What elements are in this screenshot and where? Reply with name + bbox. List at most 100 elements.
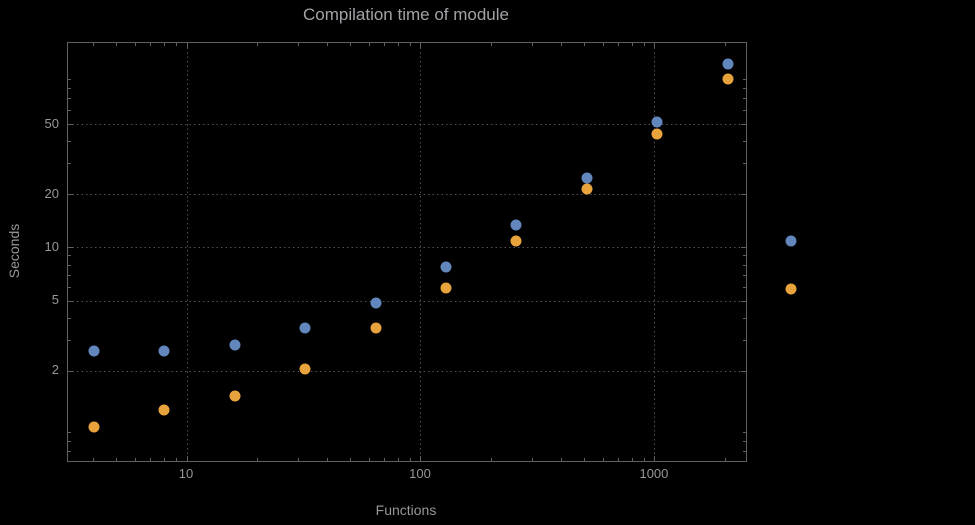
y-minor-tick [68, 88, 71, 90]
y-minor-tick [743, 79, 746, 81]
x-minor-tick [643, 458, 645, 461]
y-tick-mark [68, 370, 73, 372]
y-minor-tick [743, 451, 746, 453]
x-minor-tick [384, 458, 386, 461]
y-minor-tick [68, 286, 71, 288]
x-minor-tick [163, 43, 165, 46]
y-tick-mark [68, 247, 73, 249]
y-tick-mark [741, 194, 746, 196]
x-minor-tick [409, 43, 411, 46]
x-minor-tick [643, 43, 645, 46]
y-minor-tick [68, 339, 71, 341]
y-tick-mark [741, 247, 746, 249]
data-point-blue [581, 172, 593, 184]
x-minor-tick [618, 458, 620, 461]
x-minor-tick [490, 43, 492, 46]
x-minor-tick [561, 458, 563, 461]
y-minor-tick [743, 440, 746, 442]
x-minor-tick [150, 43, 152, 46]
x-minor-tick [134, 43, 136, 46]
y-tick-mark [68, 300, 73, 302]
x-minor-tick [631, 43, 633, 46]
y-tick-label: 5 [51, 292, 59, 308]
data-point-orange [299, 363, 311, 375]
x-minor-tick [256, 458, 258, 461]
data-point-blue [651, 116, 663, 128]
y-minor-tick [68, 163, 71, 165]
y-tick-label: 10 [44, 238, 59, 254]
x-minor-tick [397, 43, 399, 46]
x-minor-tick [134, 458, 136, 461]
x-minor-tick [561, 43, 563, 46]
y-minor-tick [68, 274, 71, 276]
y-minor-tick [743, 255, 746, 257]
x-minor-tick [327, 43, 329, 46]
x-minor-tick [602, 458, 604, 461]
data-point-orange [440, 282, 452, 294]
x-tick-label: 1000 [639, 466, 669, 481]
data-point-blue [158, 345, 170, 357]
y-minor-tick [68, 255, 71, 257]
data-point-orange [158, 404, 170, 416]
y-tick-mark [68, 124, 73, 126]
x-tick-label: 100 [409, 466, 431, 481]
y-minor-tick [743, 317, 746, 319]
y-minor-tick [68, 431, 71, 433]
y-minor-tick [743, 88, 746, 90]
x-axis-label: Functions [375, 502, 437, 518]
y-minor-tick [68, 98, 71, 100]
data-point-orange [370, 322, 382, 334]
x-gridline [654, 43, 656, 461]
y-minor-tick [743, 141, 746, 143]
data-point-blue [370, 297, 382, 309]
y-minor-tick [68, 264, 71, 266]
y-minor-tick [68, 79, 71, 81]
data-point-orange [88, 421, 100, 433]
data-point-blue [510, 219, 522, 231]
x-minor-tick [116, 458, 118, 461]
x-minor-tick [409, 458, 411, 461]
y-gridline [68, 370, 746, 372]
y-gridline [68, 300, 746, 302]
x-minor-tick [350, 43, 352, 46]
x-minor-tick [584, 43, 585, 46]
y-tick-mark [741, 370, 746, 372]
data-point-orange [229, 390, 241, 402]
y-tick-label: 50 [44, 115, 59, 131]
x-minor-tick [327, 458, 329, 461]
data-point-blue [88, 345, 100, 357]
x-minor-tick [368, 458, 370, 461]
y-minor-tick [68, 451, 71, 453]
x-minor-tick [532, 458, 534, 461]
y-minor-tick [743, 264, 746, 266]
y-minor-tick [68, 440, 71, 442]
x-tick-mark [420, 456, 422, 461]
x-minor-tick [116, 43, 118, 46]
data-point-blue [440, 261, 452, 273]
x-gridline [186, 43, 188, 461]
x-minor-tick [175, 458, 177, 461]
y-minor-tick [743, 339, 746, 341]
x-minor-tick [93, 458, 95, 461]
y-minor-tick [743, 163, 746, 165]
y-tick-mark [741, 124, 746, 126]
x-tick-mark [654, 43, 656, 48]
x-tick-mark [654, 456, 656, 461]
data-point-orange [722, 73, 734, 85]
y-minor-tick [743, 110, 746, 112]
y-gridline [68, 194, 746, 196]
x-minor-tick [397, 458, 399, 461]
x-minor-tick [163, 458, 165, 461]
x-minor-tick [618, 43, 620, 46]
x-minor-tick [631, 458, 633, 461]
x-minor-tick [368, 43, 370, 46]
y-tick-label: 2 [51, 362, 59, 378]
x-minor-tick [490, 458, 492, 461]
y-minor-tick [68, 110, 71, 112]
y-tick-mark [741, 300, 746, 302]
data-point-orange [581, 183, 593, 195]
legend-marker-orange [785, 283, 797, 295]
x-gridline [420, 43, 422, 461]
y-tick-label: 20 [44, 185, 59, 201]
